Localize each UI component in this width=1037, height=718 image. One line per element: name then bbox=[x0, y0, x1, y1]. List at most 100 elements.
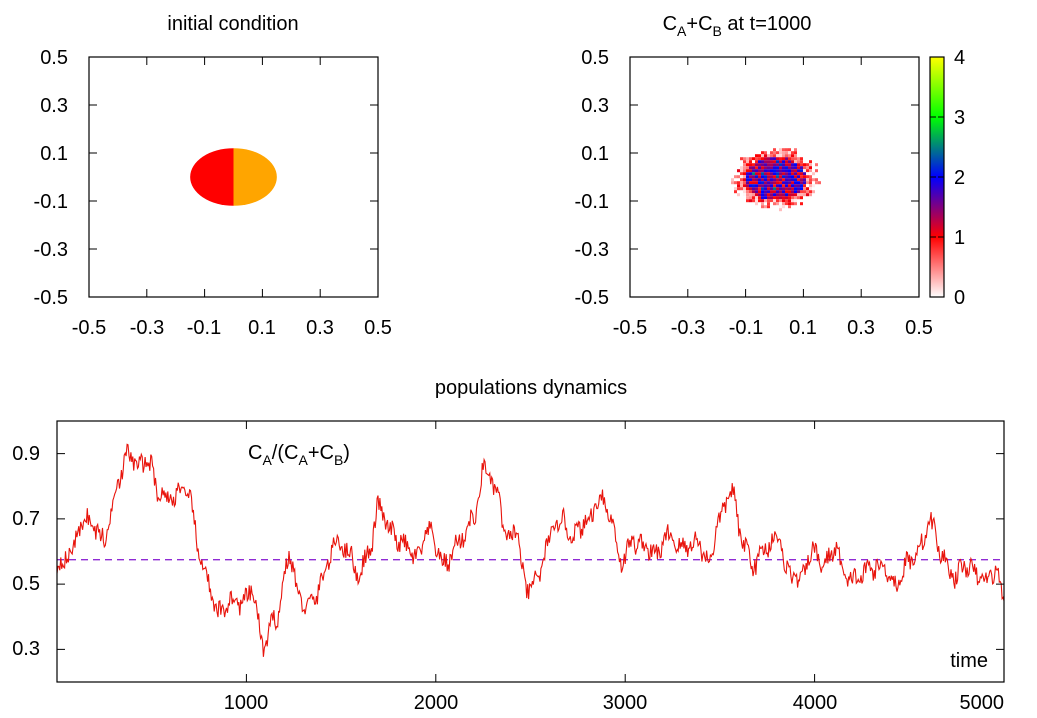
concentration-cell bbox=[746, 163, 749, 167]
concentration-cell bbox=[761, 175, 764, 179]
p1-ytick-label: 0.1 bbox=[40, 143, 68, 165]
concentration-cell bbox=[776, 202, 779, 206]
concentration-cell bbox=[791, 190, 794, 194]
concentration-cell bbox=[749, 178, 752, 182]
concentration-cell bbox=[761, 190, 764, 194]
concentration-cell bbox=[755, 175, 758, 179]
concentration-cell bbox=[773, 148, 776, 152]
concentration-cell bbox=[779, 163, 782, 167]
concentration-cell bbox=[752, 199, 755, 203]
concentration-cell bbox=[773, 160, 776, 164]
panel1-title: initial condition bbox=[167, 13, 298, 35]
concentration-cell bbox=[809, 175, 812, 179]
concentration-cell bbox=[770, 151, 773, 155]
concentration-cell bbox=[752, 196, 755, 200]
concentration-cell bbox=[773, 199, 776, 203]
concentration-cell bbox=[788, 187, 791, 191]
sl-sub-a2: A bbox=[298, 452, 308, 468]
p1-xtick-label: 0.3 bbox=[306, 317, 334, 339]
p3-xtick-label: 3000 bbox=[603, 692, 648, 714]
concentration-cell bbox=[773, 154, 776, 158]
concentration-cell bbox=[785, 163, 788, 167]
concentration-cell bbox=[746, 160, 749, 164]
concentration-cell bbox=[800, 169, 803, 173]
colorbar-tick-label: 2 bbox=[954, 167, 965, 189]
concentration-cell bbox=[803, 187, 806, 191]
concentration-cell bbox=[779, 160, 782, 164]
concentration-cell bbox=[803, 166, 806, 170]
concentration-cell bbox=[767, 202, 770, 206]
concentration-cell bbox=[803, 184, 806, 188]
p1-ytick-label: -0.5 bbox=[34, 287, 68, 309]
panel-initial-condition: initial condition 0.5 0.3 0.1 -0.1 -0.3 … bbox=[34, 13, 392, 339]
concentration-cell bbox=[767, 196, 770, 200]
p3-ytick-label: 0.9 bbox=[12, 443, 40, 465]
colorbar-tick-marks bbox=[930, 56, 944, 298]
p1-ytick-label: 0.3 bbox=[40, 95, 68, 117]
concentration-cell bbox=[737, 181, 740, 185]
p1-xtick-label: -0.3 bbox=[130, 317, 164, 339]
concentration-cell bbox=[752, 178, 755, 182]
concentration-cell bbox=[776, 166, 779, 170]
concentration-cell bbox=[782, 163, 785, 167]
concentration-cell bbox=[791, 151, 794, 155]
concentration-cell bbox=[776, 175, 779, 179]
concentration-cell bbox=[806, 178, 809, 182]
concentration-cell bbox=[752, 160, 755, 164]
concentration-cell bbox=[785, 193, 788, 197]
concentration-cell bbox=[734, 169, 737, 173]
concentration-cell bbox=[788, 175, 791, 179]
concentration-blob bbox=[731, 148, 821, 212]
concentration-cell bbox=[740, 181, 743, 185]
concentration-cell bbox=[776, 163, 779, 167]
concentration-cell bbox=[755, 160, 758, 164]
concentration-cell bbox=[767, 178, 770, 182]
concentration-cell bbox=[797, 190, 800, 194]
concentration-cell bbox=[782, 196, 785, 200]
concentration-cell bbox=[785, 181, 788, 185]
sl-sub-b: B bbox=[334, 452, 343, 468]
concentration-cell bbox=[755, 187, 758, 191]
concentration-cell bbox=[776, 178, 779, 182]
concentration-cell bbox=[755, 202, 758, 206]
concentration-cell bbox=[809, 178, 812, 182]
concentration-cell bbox=[788, 205, 791, 209]
p2-title-plus: +C bbox=[686, 13, 712, 35]
concentration-cell bbox=[812, 184, 815, 188]
concentration-cell bbox=[791, 181, 794, 185]
concentration-cell bbox=[794, 190, 797, 194]
concentration-cell bbox=[761, 166, 764, 170]
colorbar-tick-label: 0 bbox=[954, 287, 965, 309]
concentration-cell bbox=[782, 199, 785, 203]
concentration-cell bbox=[809, 190, 812, 194]
concentration-cell bbox=[749, 175, 752, 179]
concentration-cell bbox=[782, 148, 785, 152]
concentration-cell bbox=[770, 172, 773, 176]
concentration-cell bbox=[791, 178, 794, 182]
concentration-cell bbox=[776, 169, 779, 173]
p2-xtick-label: -0.3 bbox=[671, 317, 705, 339]
concentration-cell bbox=[809, 184, 812, 188]
concentration-cell bbox=[740, 187, 743, 191]
concentration-cell bbox=[746, 196, 749, 200]
concentration-cell bbox=[779, 166, 782, 170]
panel1-frame bbox=[88, 56, 379, 298]
sl-close: ) bbox=[343, 442, 350, 464]
concentration-cell bbox=[803, 172, 806, 176]
concentration-cell bbox=[743, 190, 746, 194]
concentration-cell bbox=[758, 160, 761, 164]
concentration-cell bbox=[779, 172, 782, 176]
p1-ytick-label: -0.1 bbox=[34, 191, 68, 213]
concentration-cell bbox=[800, 190, 803, 194]
sl-plus: +C bbox=[308, 442, 334, 464]
p3-ytick-label: 0.3 bbox=[12, 638, 40, 660]
concentration-cell bbox=[788, 172, 791, 176]
concentration-cell bbox=[761, 178, 764, 182]
concentration-cell bbox=[776, 184, 779, 188]
p1-xtick-label: -0.5 bbox=[72, 317, 106, 339]
concentration-cell bbox=[800, 172, 803, 176]
concentration-cell bbox=[752, 175, 755, 179]
concentration-cell bbox=[764, 166, 767, 170]
concentration-cell bbox=[734, 187, 737, 191]
